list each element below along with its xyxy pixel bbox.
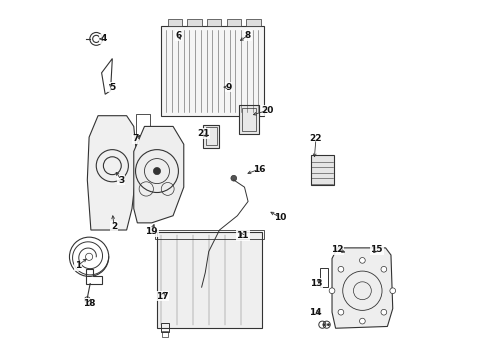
- Circle shape: [153, 167, 160, 175]
- Circle shape: [389, 288, 395, 294]
- Circle shape: [337, 266, 343, 272]
- Bar: [239, 105, 258, 134]
- Circle shape: [380, 309, 386, 315]
- Circle shape: [380, 266, 386, 272]
- Bar: [319, 267, 328, 287]
- Bar: [155, 230, 264, 239]
- Text: 20: 20: [261, 106, 273, 115]
- Circle shape: [328, 288, 334, 294]
- Text: 12: 12: [330, 245, 343, 254]
- Text: 17: 17: [156, 292, 168, 301]
- Text: 10: 10: [273, 213, 286, 222]
- Bar: [203, 125, 219, 148]
- Text: 11: 11: [236, 231, 248, 240]
- Bar: [206, 127, 217, 145]
- Circle shape: [337, 309, 343, 315]
- Bar: [310, 155, 333, 185]
- Text: 22: 22: [309, 134, 322, 143]
- Circle shape: [230, 175, 236, 181]
- Text: 15: 15: [370, 245, 382, 254]
- Text: 13: 13: [309, 279, 322, 288]
- Text: 14: 14: [308, 308, 321, 317]
- Text: 2: 2: [111, 222, 117, 231]
- Bar: [241, 108, 255, 131]
- Bar: [162, 332, 167, 337]
- Text: 5: 5: [109, 83, 115, 92]
- Polygon shape: [331, 248, 392, 328]
- Polygon shape: [134, 126, 183, 223]
- Bar: [226, 19, 241, 26]
- Text: 18: 18: [82, 299, 95, 308]
- Text: 19: 19: [145, 227, 158, 236]
- Text: 1: 1: [74, 261, 81, 270]
- Circle shape: [359, 318, 365, 324]
- Text: 9: 9: [225, 83, 231, 92]
- Circle shape: [359, 257, 365, 263]
- Text: 21: 21: [197, 129, 209, 138]
- Polygon shape: [87, 116, 137, 230]
- Bar: [160, 26, 264, 116]
- Bar: [157, 232, 262, 328]
- Bar: [206, 19, 221, 26]
- Text: 16: 16: [252, 165, 264, 174]
- Text: 4: 4: [100, 35, 106, 44]
- Circle shape: [326, 323, 329, 326]
- Text: 3: 3: [118, 176, 124, 185]
- Text: 8: 8: [244, 31, 251, 40]
- Bar: [167, 19, 182, 26]
- Bar: [160, 323, 169, 332]
- Circle shape: [322, 323, 325, 326]
- Bar: [187, 19, 201, 26]
- Bar: [135, 114, 149, 135]
- Text: 7: 7: [132, 134, 139, 143]
- Bar: [246, 19, 260, 26]
- Text: 6: 6: [175, 31, 181, 40]
